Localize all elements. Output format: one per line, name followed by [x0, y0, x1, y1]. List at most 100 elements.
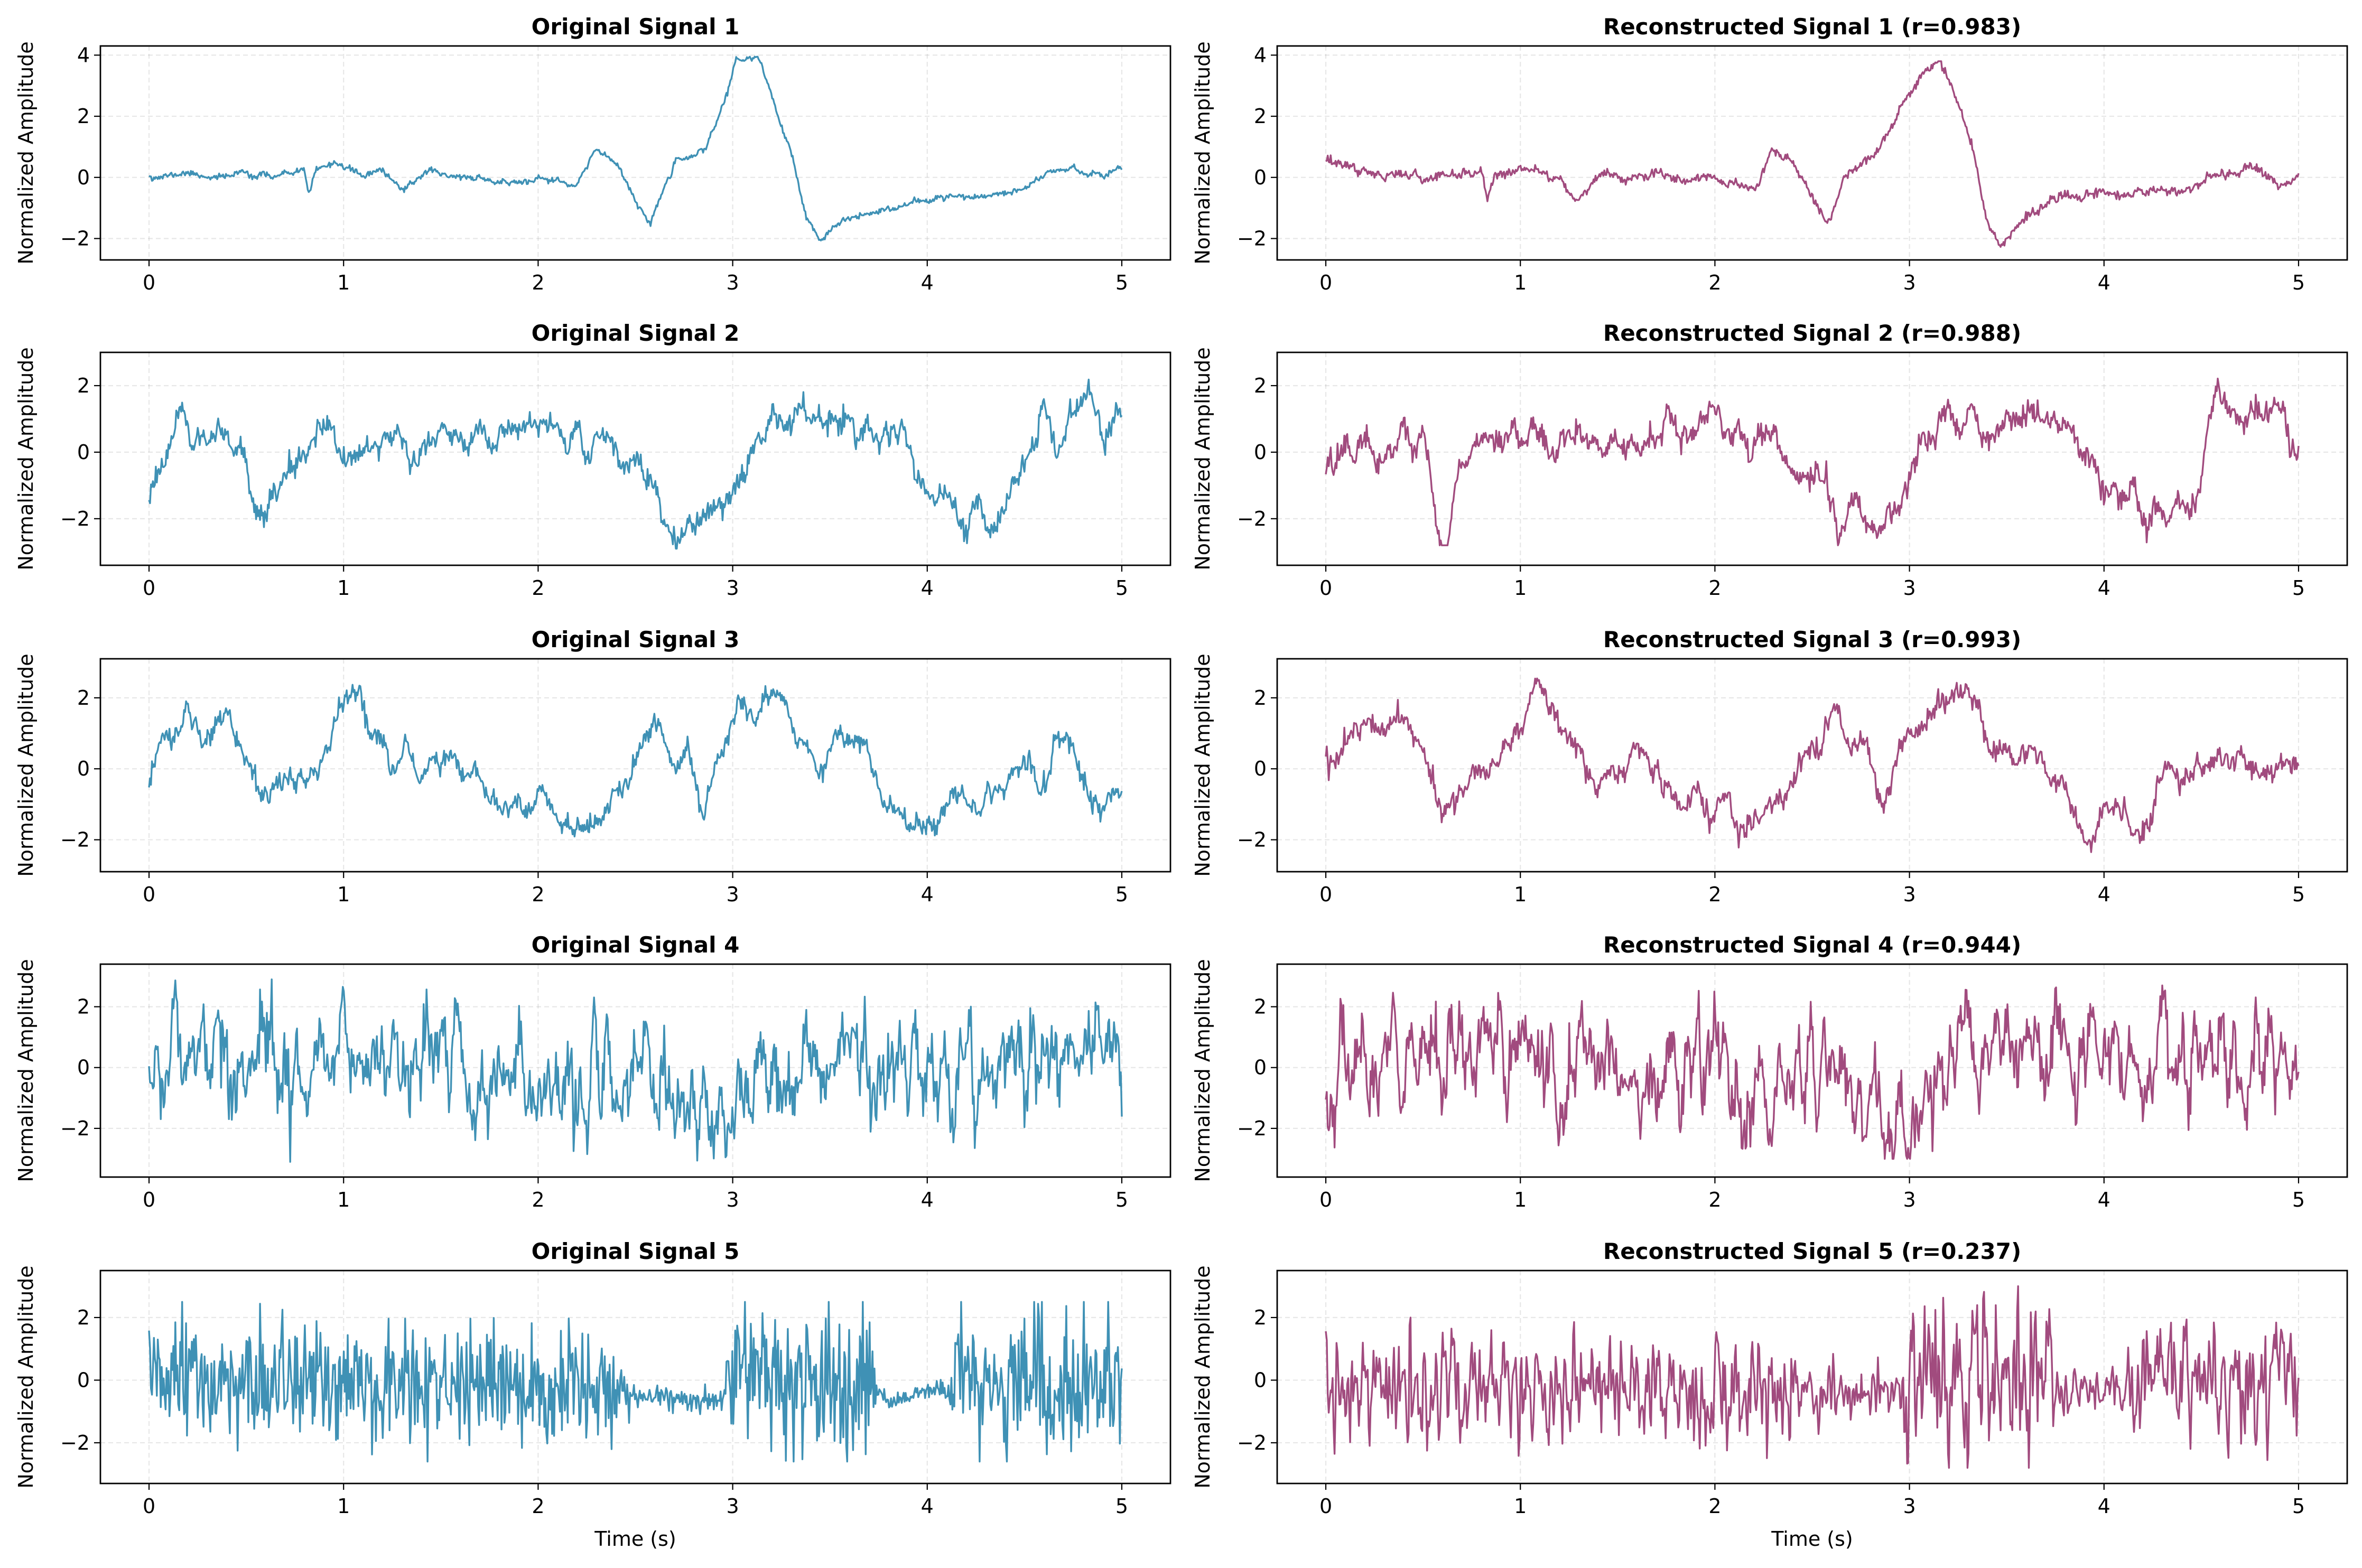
y-axis-label: Normalized Amplitude [14, 654, 38, 876]
original-signal-2-title: Original Signal 2 [532, 320, 740, 346]
x-tick-label: 5 [2292, 1495, 2305, 1518]
x-tick-label: 4 [921, 271, 934, 294]
y-tick-label: 4 [1254, 43, 1267, 67]
reconstructed-signal-3-title: Reconstructed Signal 3 (r=0.993) [1603, 627, 2021, 652]
plot-frame [1276, 1270, 2348, 1485]
x-tick-label: 5 [2292, 1188, 2305, 1211]
plot-frame [99, 45, 1171, 261]
plot-frame [1276, 45, 2348, 261]
x-tick-label: 3 [726, 1495, 739, 1518]
reconstructed-signal-5-title: Reconstructed Signal 5 (r=0.237) [1603, 1238, 2021, 1264]
original-signal-3-panel: 0 1 2 3 4 5 −2 0 2 Original Signal 3 Normalized Am… [14, 627, 1171, 906]
y-axis-label: Normalized Amplitude [14, 959, 38, 1182]
y-axis-label: Normalized Amplitude [1191, 959, 1214, 1182]
y-tick-label: 2 [77, 374, 90, 397]
original-signal-1-panel: 0 1 2 3 4 5 −2 0 2 4 Original Signal 1 Normalized A… [14, 14, 1171, 294]
y-tick-label: 2 [77, 686, 90, 710]
y-axis-label: Normalized Amplitude [14, 1265, 38, 1488]
x-tick-label: 1 [337, 1495, 350, 1518]
x-tick-label: 3 [1903, 1495, 1915, 1518]
x-tick-label: 3 [726, 271, 739, 294]
x-tick-label: 2 [532, 1188, 544, 1211]
x-tick-label: 3 [1903, 883, 1915, 906]
y-tick-label: 0 [1254, 1056, 1267, 1079]
x-tick-label: 0 [1319, 1188, 1332, 1211]
original-signal-4-series-line [148, 978, 1123, 1163]
y-tick-label: 0 [77, 757, 90, 780]
x-tick-label: 4 [2098, 576, 2110, 600]
original-signal-3-series-line [148, 684, 1123, 838]
x-tick-label: 3 [726, 883, 739, 906]
x-tick-label: 5 [1115, 1188, 1128, 1211]
x-tick-label: 4 [921, 576, 934, 600]
x-tick-label: 4 [2098, 271, 2110, 294]
original-signal-2-series-line [148, 378, 1123, 550]
reconstructed-signal-2-panel: 0 1 2 3 4 5 −2 0 2 Reconstructed Signal 2 (r=0.98… [1191, 320, 2348, 600]
y-tick-label: 0 [77, 166, 90, 189]
x-tick-label: 1 [1514, 576, 1527, 600]
plot-frame [99, 963, 1171, 1178]
x-tick-label: 4 [2098, 883, 2110, 906]
y-tick-label: 2 [1254, 374, 1267, 397]
x-tick-label: 5 [1115, 576, 1128, 600]
x-tick-label: 0 [143, 271, 155, 294]
plot-frame [99, 351, 1171, 566]
x-tick-label: 2 [1708, 576, 1721, 600]
x-tick-label: 1 [337, 883, 350, 906]
x-tick-label: 4 [2098, 1495, 2110, 1518]
x-tick-label: 0 [1319, 271, 1332, 294]
x-tick-label: 2 [1708, 883, 1721, 906]
y-tick-label: 4 [77, 43, 90, 67]
reconstructed-signal-5-panel: 0 1 2 3 4 5 −2 0 2 Reconstructed Signal 5 (r=0.23… [1191, 1238, 2348, 1551]
x-tick-label: 3 [1903, 576, 1915, 600]
y-axis-label: Normalized Amplitude [14, 347, 38, 570]
original-signal-5-title: Original Signal 5 [532, 1238, 740, 1264]
x-tick-label: 2 [1708, 1495, 1721, 1518]
y-tick-label: −2 [1237, 227, 1267, 250]
reconstructed-signal-3-panel: 0 1 2 3 4 5 −2 0 2 Reconstructed Signal 3 (r=0.99… [1191, 627, 2348, 906]
x-tick-label: 5 [1115, 883, 1128, 906]
reconstructed-signal-1-series-line [1325, 60, 2300, 248]
y-tick-label: 0 [77, 1056, 90, 1079]
y-tick-label: −2 [60, 1431, 90, 1454]
plot-frame [1276, 351, 2348, 566]
x-tick-label: 2 [1708, 1188, 1721, 1211]
x-tick-label: 0 [143, 1495, 155, 1518]
x-tick-label: 2 [532, 271, 544, 294]
x-tick-label: 5 [1115, 271, 1128, 294]
y-tick-label: −2 [1237, 1431, 1267, 1454]
reconstructed-signal-1-panel: 0 1 2 3 4 5 −2 0 2 4 Reconstructed Signal 1 (r=0.9… [1191, 14, 2348, 294]
original-signal-4-panel: 0 1 2 3 4 5 −2 0 2 Original Signal 4 Normalized Am… [14, 932, 1171, 1211]
x-tick-label: 0 [1319, 576, 1332, 600]
y-tick-label: 0 [77, 441, 90, 464]
y-tick-label: 2 [1254, 995, 1267, 1019]
x-tick-label: 4 [2098, 1188, 2110, 1211]
reconstructed-signal-2-title: Reconstructed Signal 2 (r=0.988) [1603, 320, 2021, 346]
y-axis-label: Normalized Amplitude [14, 41, 38, 264]
x-tick-label: 2 [1708, 271, 1721, 294]
x-tick-label: 3 [726, 1188, 739, 1211]
x-tick-label: 4 [921, 1188, 934, 1211]
x-axis-label: Time (s) [1771, 1527, 1853, 1551]
reconstructed-signal-4-series-line [1325, 984, 2300, 1160]
y-tick-label: −2 [60, 828, 90, 852]
x-tick-label: 1 [337, 576, 350, 600]
x-tick-label: 3 [1903, 271, 1915, 294]
reconstructed-signal-2-series-line [1325, 377, 2300, 546]
reconstructed-signal-1-title: Reconstructed Signal 1 (r=0.983) [1603, 14, 2021, 40]
y-tick-label: 2 [1254, 1306, 1267, 1329]
x-tick-label: 1 [1514, 271, 1527, 294]
y-axis-label: Normalized Amplitude [1191, 1265, 1214, 1488]
y-axis-label: Normalized Amplitude [1191, 654, 1214, 876]
x-tick-label: 1 [337, 271, 350, 294]
x-tick-label: 5 [2292, 576, 2305, 600]
y-tick-label: 0 [1254, 1368, 1267, 1392]
x-tick-label: 5 [2292, 271, 2305, 294]
x-tick-label: 1 [1514, 883, 1527, 906]
plot-frame [1276, 963, 2348, 1178]
y-tick-label: −2 [60, 227, 90, 250]
x-tick-label: 0 [143, 883, 155, 906]
y-tick-label: 2 [77, 1306, 90, 1329]
